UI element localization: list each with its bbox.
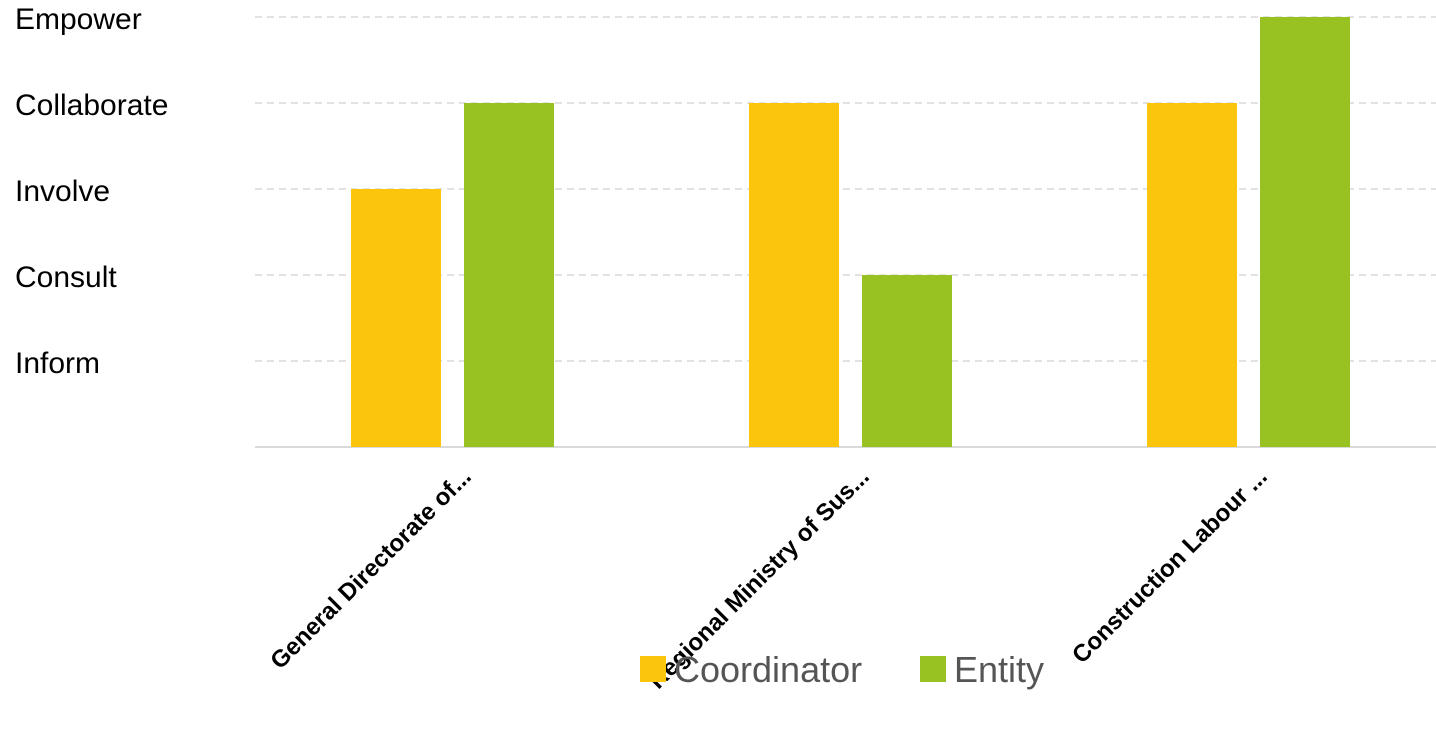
y-tick-label: Inform [15,347,100,380]
gridlines [255,16,1436,448]
legend-swatch [920,656,946,682]
legend-label: Coordinator [674,649,862,690]
legend-swatch [640,656,666,682]
x-tick-label: General Directorate of... [265,463,476,674]
bar-entity [862,275,952,447]
y-tick-label: Empower [15,3,142,36]
y-tick-label: Consult [15,261,117,294]
y-tick-label: Involve [15,175,110,208]
bars [351,17,1350,447]
legend: Coordinator Entity [640,649,1044,690]
bar-coordinator [749,103,839,447]
bar-coordinator [1147,103,1237,447]
y-axis-tick-labels: Inform Consult Involve Collaborate Empower [15,3,168,380]
bar-entity [1260,17,1350,447]
legend-label: Entity [954,649,1044,690]
bar-coordinator [351,189,441,447]
x-tick-label: Construction Labour ... [1067,463,1273,669]
bar-entity [464,103,554,447]
y-tick-label: Collaborate [15,89,168,122]
